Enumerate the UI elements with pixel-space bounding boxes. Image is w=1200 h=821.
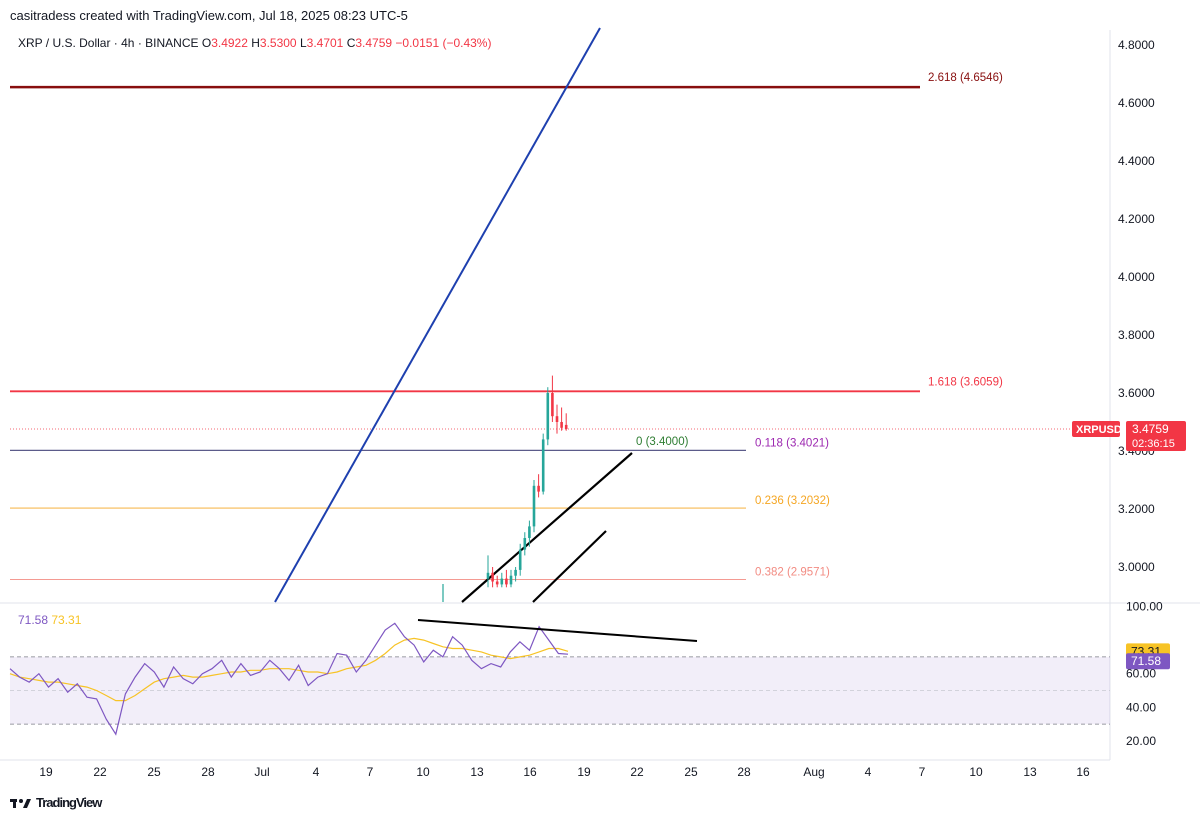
- rsi-legend[interactable]: 71.58 73.31: [18, 613, 81, 627]
- price-tick-label: 4.4000: [1118, 154, 1155, 168]
- rsi-value: 71.58: [18, 613, 49, 627]
- candle-body: [564, 424, 568, 429]
- price-tick-label: 3.6000: [1118, 386, 1155, 400]
- price-tick-label: 4.8000: [1118, 38, 1155, 52]
- rsi-tick-label: 100.00: [1126, 600, 1163, 614]
- candle-body: [518, 549, 522, 570]
- fib-level-label: 0.236 (3.2032): [755, 495, 830, 507]
- time-tick-label: 16: [1076, 765, 1090, 779]
- tradingview-logo-icon: [10, 798, 31, 808]
- low-label: L: [299, 36, 307, 50]
- rsi-badge-value: 71.58: [1131, 654, 1161, 668]
- candle-body: [537, 485, 540, 492]
- fib-level-label: 0.382 (2.9571): [755, 566, 830, 578]
- time-tick-label: 22: [630, 765, 644, 779]
- rsi-ma-value: 73.31: [51, 613, 82, 627]
- price-tick-label: 3.2000: [1118, 502, 1155, 516]
- time-tick-label: 13: [470, 765, 484, 779]
- time-tick-label: 28: [737, 765, 751, 779]
- candle-body: [491, 572, 494, 582]
- rsi-divergence-line: [417, 619, 698, 642]
- time-tick-label: Jul: [254, 765, 269, 779]
- candle-body: [523, 538, 527, 550]
- price-tick-label: 4.0000: [1118, 270, 1155, 284]
- fib-level-label: 1.618 (3.6059): [928, 376, 1003, 388]
- low-value: 3.4701: [306, 36, 344, 50]
- rsi-line: [9, 622, 569, 736]
- time-tick-label: 25: [147, 765, 161, 779]
- tradingview-brand: TradingView: [36, 795, 102, 810]
- open-value: 3.4922: [211, 36, 248, 50]
- fib-level-label: 0 (3.4000): [636, 436, 689, 448]
- price-tick-label: 4.2000: [1118, 212, 1155, 226]
- tradingview-footer: TradingView: [10, 795, 102, 810]
- candle-body: [509, 575, 513, 585]
- price-badge-value: 3.4759: [1132, 422, 1169, 436]
- channel-upper-line: [461, 452, 633, 603]
- time-tick-label: 7: [919, 765, 926, 779]
- time-tick-label: 4: [313, 765, 320, 779]
- candle-body: [555, 416, 559, 422]
- candle-body: [500, 578, 504, 585]
- time-tick-label: 10: [969, 765, 983, 779]
- candle-body: [528, 526, 531, 538]
- symbol-badge-label: XRPUSD: [1076, 424, 1122, 436]
- candle-body: [532, 485, 536, 527]
- fib-level-label: 2.618 (4.6546): [928, 72, 1003, 84]
- rsi-tick-label: 60.00: [1126, 667, 1156, 681]
- price-tick-label: 3.8000: [1118, 328, 1155, 342]
- time-tick-label: Aug: [803, 765, 824, 779]
- candle-body: [495, 581, 499, 585]
- time-tick-label: 19: [39, 765, 53, 779]
- time-tick-label: 22: [93, 765, 107, 779]
- rsi-ma-line: [9, 637, 569, 702]
- candle-body: [505, 578, 508, 585]
- time-tick-label: 13: [1023, 765, 1037, 779]
- author-caption: casitradess created with TradingView.com…: [10, 8, 408, 23]
- time-tick-label: 16: [523, 765, 537, 779]
- rsi-badge: [1126, 653, 1170, 670]
- time-tick-label: 28: [201, 765, 215, 779]
- candle-body: [560, 422, 563, 428]
- candle-body: [541, 439, 545, 492]
- time-tick-label: 25: [684, 765, 698, 779]
- close-label: C: [346, 36, 356, 50]
- price-badge-countdown: 02:36:15: [1132, 438, 1175, 450]
- channel-lower-line: [532, 530, 607, 603]
- time-tick-label: 7: [367, 765, 374, 779]
- price-badge: [1126, 420, 1186, 451]
- high-label: H: [251, 36, 260, 50]
- rsi-tick-label: 40.00: [1126, 700, 1156, 714]
- symbol-name[interactable]: XRP / U.S. Dollar · 4h · BINANCE: [18, 36, 199, 50]
- fib-level-label: 0.118 (3.4021): [755, 437, 829, 449]
- price-tick-label: 4.6000: [1118, 96, 1155, 110]
- time-tick-label: 4: [865, 765, 872, 779]
- symbol-badge: [1072, 420, 1120, 437]
- time-tick-label: 19: [577, 765, 591, 779]
- blue-trend-line: [274, 27, 601, 603]
- open-label: O: [201, 36, 212, 50]
- high-value: 3.5300: [259, 36, 297, 50]
- price-pane: [10, 30, 1110, 602]
- time-tick-label: 10: [416, 765, 430, 779]
- candle-body: [546, 393, 550, 440]
- symbol-legend[interactable]: XRP / U.S. Dollar · 4h · BINANCE O3.4922…: [18, 36, 491, 50]
- candle-body: [486, 572, 490, 579]
- rsi-tick-label: 20.00: [1126, 734, 1156, 748]
- candle-body: [551, 393, 554, 417]
- price-tick-label: 3.0000: [1118, 560, 1155, 574]
- change-value: −0.0151 (−0.43%): [395, 36, 492, 50]
- close-value: 3.4759: [355, 36, 393, 50]
- candle-body: [514, 569, 517, 576]
